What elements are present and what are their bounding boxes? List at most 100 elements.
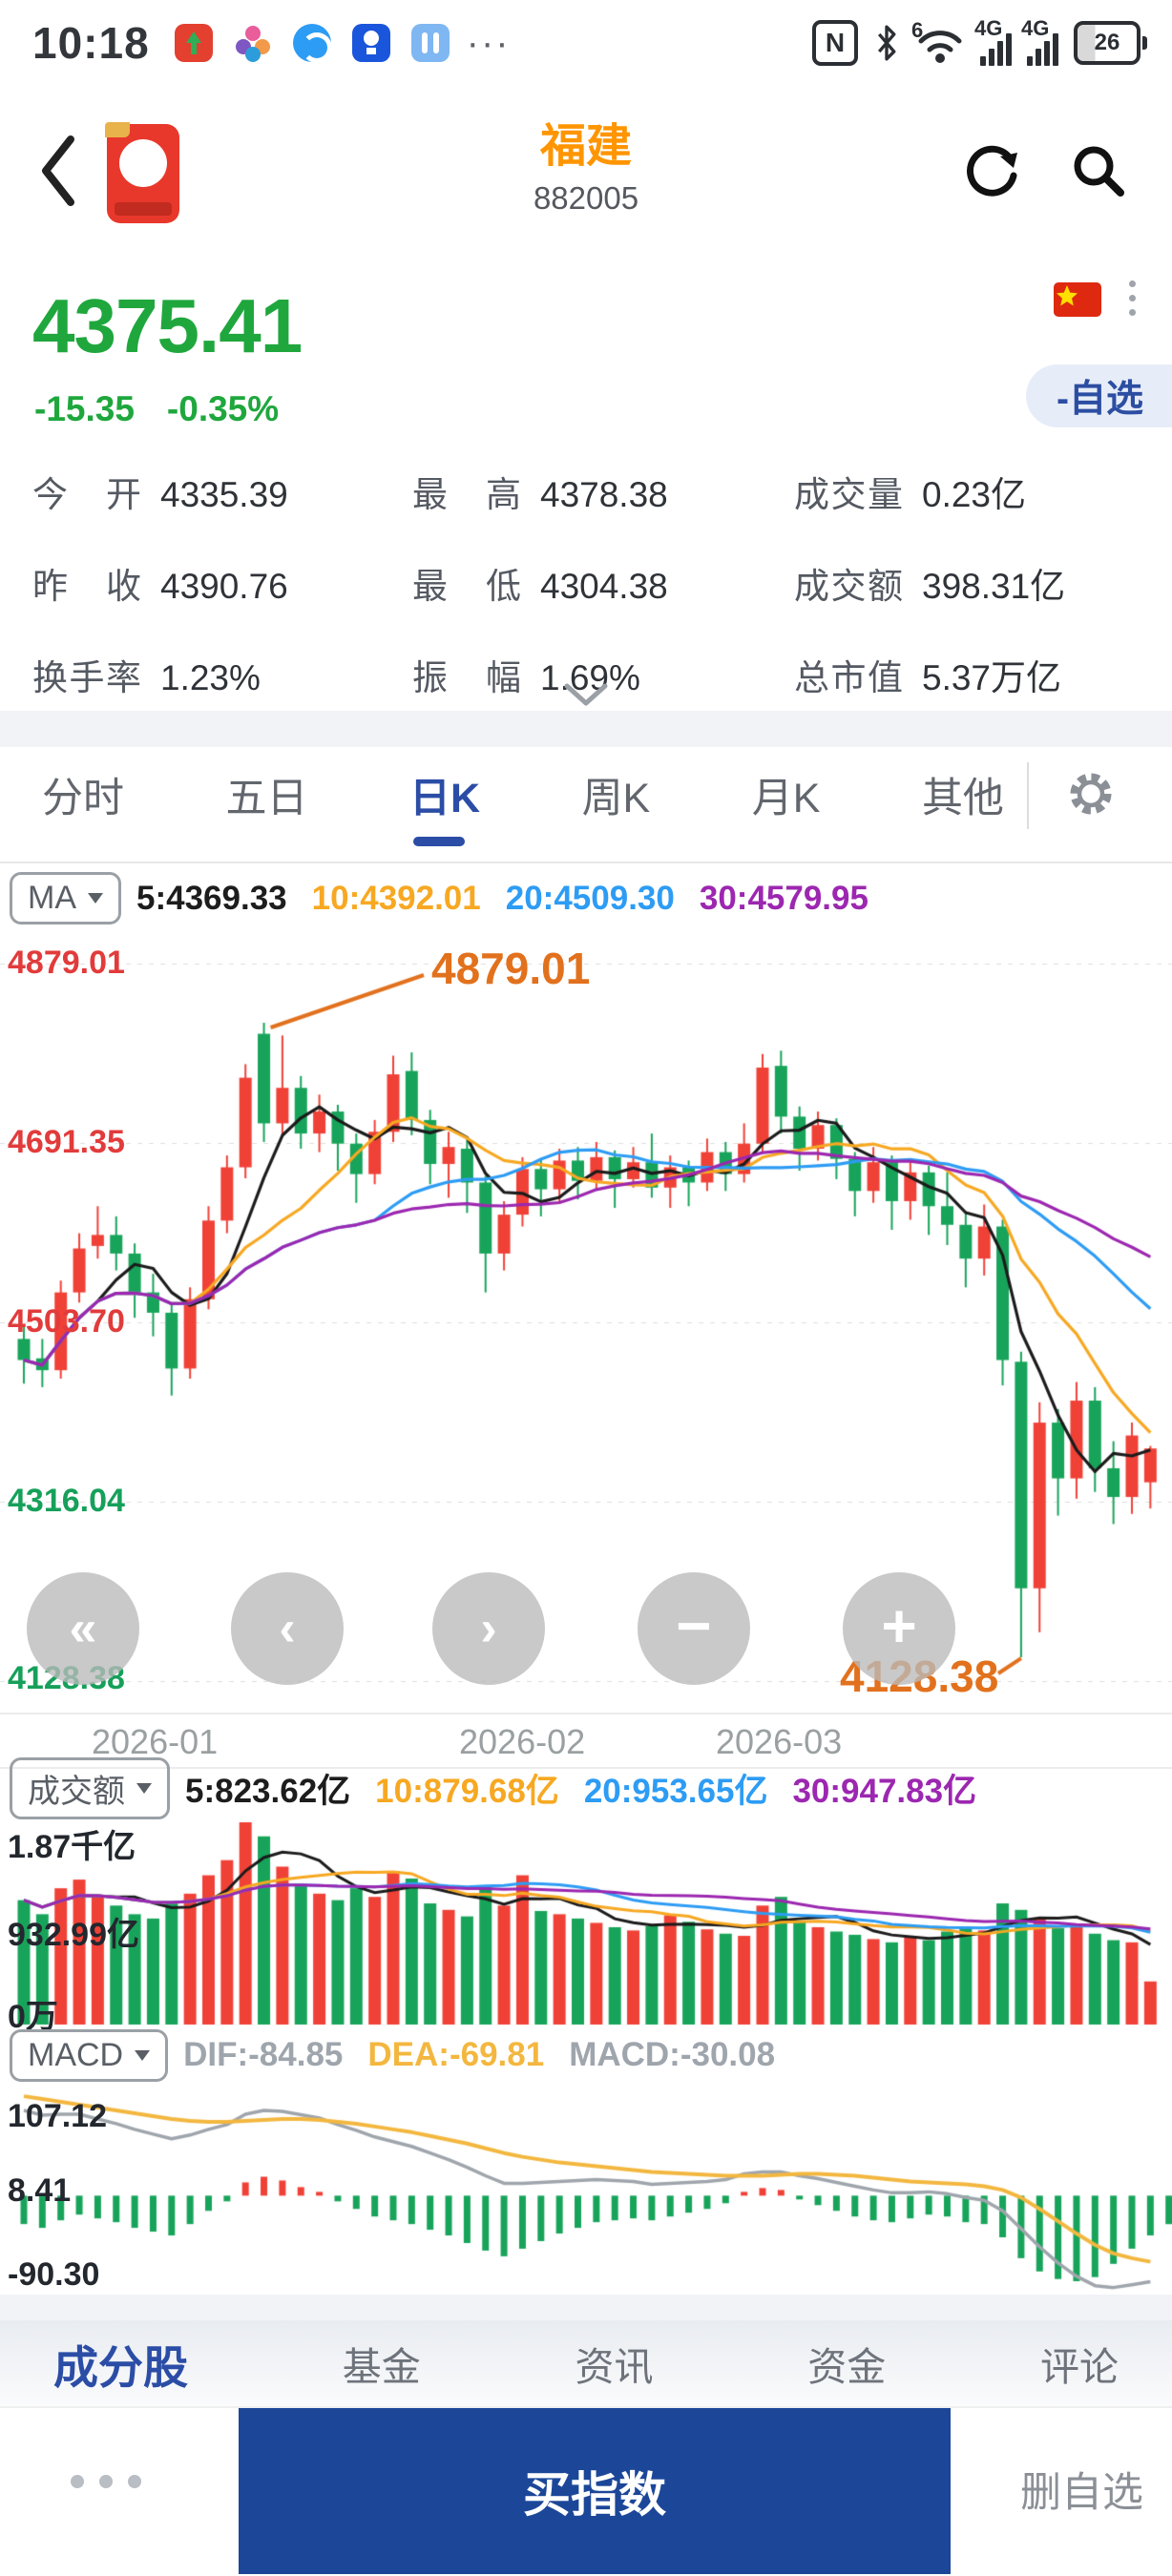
amount-ma20-value: 20:953.65亿: [583, 1772, 768, 1810]
index-code: 882005: [533, 180, 639, 217]
candlestick-chart[interactable]: 4879.01 4691.35 4503.70 4316.04 4128.38 …: [0, 933, 1172, 1713]
dropdown-caret-icon: [135, 2049, 151, 2061]
search-icon[interactable]: [1069, 141, 1126, 198]
page-title: 福建: [539, 121, 632, 172]
buy-index-button[interactable]: 买指数: [239, 2408, 951, 2574]
ma-selector-dropdown[interactable]: MA: [10, 872, 121, 924]
quote-section: 4375.41 -15.35 -0.35% -自选: [0, 277, 1172, 448]
amount-selector-dropdown[interactable]: 成交额: [10, 1756, 170, 1819]
cn-market-flag-icon: [1054, 282, 1101, 317]
macd-canvas[interactable]: [0, 2085, 1172, 2295]
dea-value: DEA:-69.81: [367, 2036, 545, 2073]
tab-comments[interactable]: 评论: [1040, 2345, 1119, 2389]
pause-app-icon: [410, 24, 450, 62]
battery-icon: 26: [1074, 21, 1147, 65]
last-price: 4375.41: [32, 283, 303, 368]
app-header: 福建 882005: [0, 86, 1172, 277]
ma20-value: 20:4509.30: [505, 879, 675, 917]
tab-funds[interactable]: 基金: [342, 2345, 421, 2389]
tab-constituents[interactable]: 成分股: [53, 2341, 188, 2393]
tab-daily-k[interactable]: 日K: [409, 776, 481, 821]
stat-turnover-amount: 成交额 398.31亿: [794, 567, 1066, 606]
amount-ma5-value: 5:823.62亿: [185, 1772, 351, 1810]
more-notifications-icon: ···: [466, 21, 511, 64]
flower-app-icon: [234, 24, 272, 62]
gift-notification-icon: [174, 24, 213, 62]
price-axis-tick: 4316.04: [8, 1483, 125, 1519]
quote-stats: 今开 4335.39 最高 4378.38 成交量 0.23亿 昨收 4390.76 最…: [0, 448, 1172, 711]
price-axis-tick: 4879.01: [8, 945, 125, 981]
refresh-icon[interactable]: [964, 141, 1021, 198]
amount-ma10-value: 10:879.68亿: [375, 1772, 559, 1810]
bluetooth-icon: [877, 25, 896, 61]
x-axis-tick: 2026-03: [716, 1722, 843, 1761]
section-divider: [0, 711, 1172, 747]
amount-ma30-value: 30:947.83亿: [792, 1772, 977, 1810]
price-axis-tick: 4691.35: [8, 1124, 125, 1160]
change-percent: -0.35%: [166, 389, 280, 428]
tab-capital[interactable]: 资金: [807, 2345, 887, 2389]
tab-weekly-k[interactable]: 周K: [581, 776, 651, 821]
stat-amplitude: 振幅 1.69%: [412, 658, 640, 697]
tab-5day[interactable]: 五日: [225, 776, 308, 821]
bottom-action-bar: 买指数 删自选: [0, 2406, 1172, 2576]
back-button[interactable]: [34, 128, 82, 214]
x-axis-dates: 2026-01 2026-02 2026-03: [0, 1713, 1172, 1769]
ma10-value: 10:4392.01: [311, 879, 481, 917]
stat-volume: 成交量 0.23亿: [794, 475, 1027, 514]
dif-value: DIF:-84.85: [183, 2036, 344, 2073]
zoom-out-button[interactable]: −: [638, 1572, 750, 1685]
signal-sim1-icon: 4G: [974, 16, 1012, 66]
stat-low: 最低 4304.38: [412, 567, 668, 606]
kline-canvas[interactable]: [0, 933, 1172, 1713]
tabs-divider: [1027, 762, 1029, 829]
signal-sim2-icon: 4G: [1021, 16, 1058, 66]
volume-axis-tick: 1.87千亿: [8, 1829, 136, 1865]
pan-right-button[interactable]: ›: [432, 1572, 545, 1685]
macd-selector-dropdown[interactable]: MACD: [10, 2028, 169, 2082]
stat-prev-close: 昨收 4390.76: [32, 567, 288, 606]
detail-tabs: 成分股 基金 资讯 资金 评论: [0, 2320, 1172, 2406]
status-indicators: N 6 4G 4G 26: [812, 0, 1147, 86]
pan-fast-left-button[interactable]: «: [27, 1572, 139, 1685]
zoom-in-button[interactable]: +: [843, 1572, 955, 1685]
remove-watchlist-button[interactable]: -自选: [1026, 364, 1172, 427]
section-divider: [0, 2295, 1172, 2320]
chart-settings-gear-icon[interactable]: [1063, 766, 1119, 821]
ma30-value: 30:4579.95: [699, 879, 869, 917]
macd-chart[interactable]: 107.12 8.41 -90.30: [0, 2085, 1172, 2295]
pan-left-button[interactable]: ‹: [231, 1572, 344, 1685]
amount-indicator-row: 成交额 5:823.62亿 10:879.68亿 20:953.65亿 30:9…: [0, 1756, 1172, 1819]
clock: 10:18: [32, 18, 150, 68]
notification-icons: [174, 24, 450, 63]
change-value: -15.35: [34, 389, 135, 428]
tab-monthly-k[interactable]: 月K: [751, 776, 821, 821]
price-axis-tick: 4503.70: [8, 1303, 125, 1340]
x-axis-tick: 2026-02: [459, 1722, 586, 1761]
volume-canvas[interactable]: [0, 1813, 1172, 2027]
macd-axis-tick: -90.30: [8, 2256, 100, 2293]
status-bar: 10:18 ··· N 6 4G 4G 26: [0, 0, 1172, 86]
macd-indicator-row: MACD DIF:-84.85 DEA:-69.81 MACD:-30.08: [0, 2025, 1172, 2085]
more-actions-button[interactable]: [71, 2475, 141, 2488]
ma5-value: 5:4369.33: [136, 879, 287, 917]
wifi-icon: 6: [911, 18, 965, 64]
stat-market-cap: 总市值 5.37万亿: [794, 658, 1062, 697]
tab-news[interactable]: 资讯: [575, 2345, 654, 2389]
price-change: -15.35 -0.35%: [34, 389, 311, 429]
stat-turnover-rate: 换手率 1.23%: [32, 658, 261, 697]
browser-app-icon: [292, 24, 332, 63]
remove-watchlist-text-button[interactable]: 删自选: [1020, 2470, 1143, 2516]
dropdown-caret-icon: [88, 893, 103, 904]
macd-axis-tick: 107.12: [8, 2098, 107, 2134]
expand-stats-chevron-icon[interactable]: [559, 680, 613, 709]
header-title-block: 福建 882005: [0, 120, 1172, 217]
nfc-icon: N: [812, 20, 858, 66]
macd-value: MACD:-30.08: [569, 2036, 776, 2073]
overflow-menu-icon[interactable]: [1129, 280, 1136, 316]
volume-chart[interactable]: 1.87千亿 932.99亿 0万: [0, 1813, 1172, 2035]
tab-minute[interactable]: 分时: [42, 776, 124, 821]
tab-other[interactable]: 其他: [921, 776, 1004, 821]
broker-app-icon[interactable]: [105, 122, 179, 223]
